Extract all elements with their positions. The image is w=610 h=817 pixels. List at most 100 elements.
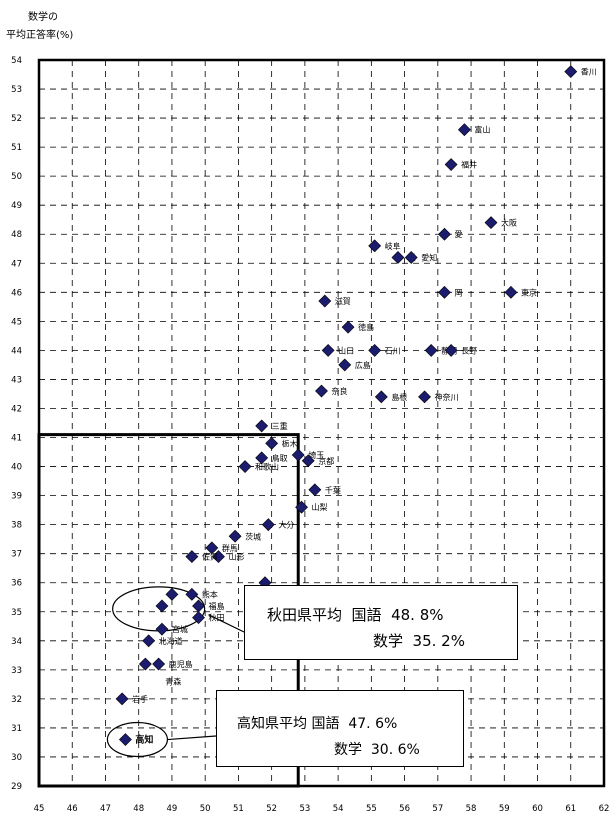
y-tick-label: 36 — [11, 579, 22, 589]
point-label: 山形 — [228, 552, 244, 562]
point-label: 愛 — [454, 229, 462, 239]
data-point — [265, 436, 279, 450]
y-tick-label: 43 — [11, 375, 22, 385]
data-point — [155, 599, 169, 613]
point-label: 熊本 — [202, 589, 218, 599]
point-label: 石川 — [385, 346, 401, 355]
y-tick-label: 37 — [11, 550, 22, 560]
akita-callout: 秋田県平均 国語 48. 8% 数学 35. 2% — [244, 585, 518, 660]
data-point — [205, 541, 219, 555]
point-label: 高知 — [135, 734, 153, 746]
data-point — [308, 483, 322, 497]
y-tick-label: 31 — [11, 724, 22, 734]
y-tick-label: 29 — [11, 782, 22, 792]
point-label: 山口 — [338, 345, 354, 355]
x-tick-label: 45 — [34, 804, 45, 814]
point-label: 大分 — [278, 520, 294, 530]
point-label: 富山 — [474, 125, 490, 135]
data-point — [142, 634, 156, 648]
y-tick-label: 34 — [11, 637, 22, 647]
data-point — [261, 518, 275, 532]
x-tick-label: 59 — [499, 804, 510, 814]
point-label: 群馬 — [222, 543, 238, 553]
data-point — [564, 65, 578, 79]
point-label: 北海道 — [159, 636, 183, 646]
y-tick-label: 33 — [11, 666, 22, 676]
point-label: 長野 — [461, 346, 477, 355]
data-point — [318, 294, 332, 308]
y-tick-label: 46 — [11, 288, 22, 298]
point-label: 和歌山 — [255, 462, 279, 472]
x-tick-label: 53 — [299, 804, 310, 814]
x-tick-label: 49 — [167, 804, 178, 814]
y-tick-label: 42 — [11, 404, 22, 414]
point-label: 埼玉 — [308, 450, 324, 460]
data-point — [192, 611, 205, 624]
point-label: 香川 — [581, 67, 597, 77]
point-label: 大阪 — [501, 218, 517, 228]
data-point — [228, 529, 242, 543]
y-tick-label: 51 — [11, 143, 22, 153]
data-point — [118, 733, 132, 746]
point-label: 広島 — [355, 360, 371, 370]
data-point — [185, 550, 199, 564]
x-tick-label: 55 — [366, 804, 377, 814]
point-label: 茨城 — [245, 531, 261, 541]
point-label: 福井 — [461, 160, 477, 170]
y-tick-label: 49 — [11, 201, 22, 211]
x-tick-label: 48 — [133, 804, 144, 814]
x-tick-label: 54 — [333, 804, 344, 814]
kochi-callout-line1: 高知県平均 国語 47. 6% — [237, 716, 398, 732]
y-tick-label: 38 — [11, 521, 22, 531]
data-point — [238, 460, 252, 473]
y-tick-label: 50 — [11, 172, 22, 182]
x-tick-label: 58 — [466, 804, 477, 814]
y-tick-label: 40 — [11, 463, 22, 473]
x-tick-label: 50 — [200, 804, 211, 814]
data-point — [374, 390, 388, 404]
data-point — [185, 587, 199, 601]
point-label: 福島 — [209, 601, 225, 611]
point-label: 山梨 — [312, 502, 328, 512]
x-tick-label: 56 — [399, 804, 410, 814]
data-point — [291, 448, 305, 462]
y-tick-label: 48 — [11, 230, 22, 240]
data-point — [504, 285, 518, 299]
x-tick-label: 57 — [432, 804, 443, 814]
point-label: 秋田 — [209, 613, 225, 623]
data-point — [444, 343, 458, 357]
y-tick-label: 45 — [11, 317, 22, 327]
point-label: 岡 — [454, 288, 462, 297]
y-tick-label: 39 — [11, 492, 22, 502]
point-label: 千葉 — [325, 485, 341, 495]
y-axis-title-line1: 数学の — [28, 12, 58, 23]
point-label: 滋賀 — [335, 296, 351, 306]
data-point — [438, 227, 451, 241]
plot-frame — [37, 58, 606, 788]
x-tick-label: 61 — [565, 804, 576, 814]
y-tick-label: 47 — [11, 259, 22, 269]
data-point — [138, 657, 152, 671]
data-point — [484, 216, 498, 230]
data-point — [444, 158, 458, 171]
x-tick-label: 46 — [67, 804, 78, 814]
data-point — [301, 454, 315, 468]
y-tick-label: 53 — [11, 85, 22, 95]
kochi-callout: 高知県平均 国語 47. 6% 数学 30. 6% — [216, 690, 464, 767]
data-point — [315, 384, 328, 398]
point-label: 神奈川 — [435, 392, 459, 402]
data-point — [321, 343, 335, 357]
data-point — [338, 358, 352, 372]
data-point — [368, 239, 382, 253]
data-point — [418, 390, 431, 404]
point-label: 東京 — [521, 287, 537, 297]
point-label: 栃木 — [282, 438, 298, 448]
data-point — [438, 285, 451, 299]
point-label: 三重 — [272, 421, 288, 431]
data-point — [295, 500, 308, 514]
point-label: 佐賀 — [202, 552, 218, 562]
y-tick-label: 30 — [11, 753, 22, 763]
point-label: 岩手 — [132, 694, 148, 704]
y-tick-label: 32 — [11, 695, 22, 705]
